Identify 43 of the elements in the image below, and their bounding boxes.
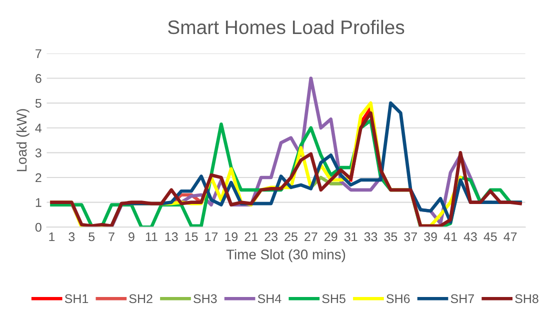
x-tick-label: 43	[464, 232, 477, 242]
x-tick-label: 39	[424, 232, 437, 242]
y-tick-label: 7	[36, 49, 42, 58]
y-tick-label: 2	[36, 173, 42, 182]
x-tick-label: 3	[68, 232, 75, 242]
x-axis-title: Time Slot (30 mins)	[226, 249, 346, 262]
legend-label: SH2	[129, 294, 152, 304]
x-tick-label: 5	[88, 232, 95, 242]
legend-label: SH8	[515, 294, 538, 304]
x-tick-label: 9	[128, 232, 134, 242]
x-tick-label: 13	[165, 232, 178, 242]
y-axis-title: Load (kW)	[16, 109, 30, 172]
x-tick-label: 45	[484, 232, 497, 242]
legend-label: SH6	[386, 294, 410, 304]
x-tick-label: 31	[344, 232, 358, 242]
y-tick-label: 5	[35, 98, 42, 108]
x-tick-label: 21	[244, 232, 258, 242]
legend-label: SH5	[322, 294, 346, 304]
x-tick-label: 7	[108, 232, 114, 242]
x-tick-label: 11	[146, 232, 158, 242]
chart-title: Smart Homes Load Profiles	[168, 20, 404, 34]
x-tick-label: 33	[364, 232, 378, 242]
y-tick-label: 4	[35, 124, 42, 132]
y-tick-label: 1	[36, 198, 42, 207]
legend-label: SH1	[64, 294, 88, 304]
y-tick-label: 6	[36, 74, 42, 83]
x-tick-label: 35	[384, 232, 398, 242]
legend-label: SH3	[194, 294, 217, 304]
y-tick-label: 0	[35, 222, 42, 232]
x-tick-label: 29	[324, 232, 338, 242]
legend-label: SH7	[450, 294, 474, 304]
y-tick-label: 3	[35, 148, 42, 158]
x-tick-label: 1	[49, 232, 55, 242]
x-tick-label: 47	[504, 232, 517, 242]
x-tick-label: 37	[404, 232, 417, 242]
x-tick-label: 15	[185, 232, 198, 242]
legend-label: SH4	[258, 294, 282, 304]
x-tick-label: 23	[264, 232, 278, 242]
x-tick-label: 19	[225, 232, 238, 242]
x-tick-label: 27	[304, 232, 318, 242]
x-tick-label: 25	[284, 232, 298, 242]
x-tick-label: 41	[444, 232, 457, 242]
x-tick-label: 17	[205, 232, 218, 242]
